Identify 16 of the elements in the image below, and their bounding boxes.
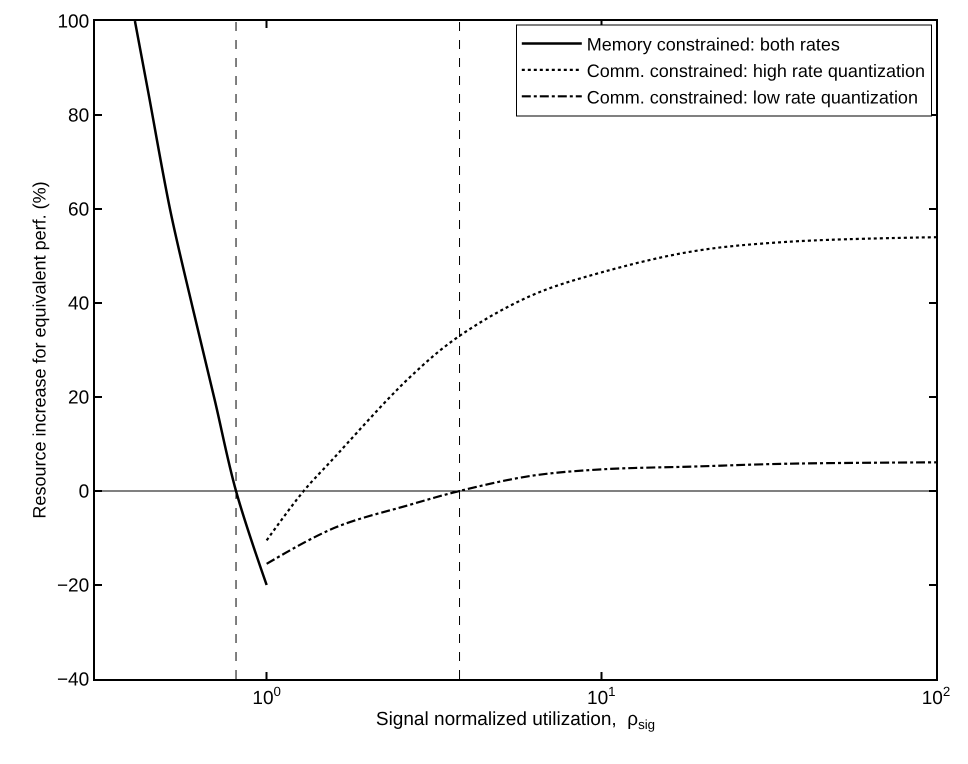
y-tick-label: −40 <box>56 670 90 691</box>
legend-label: Comm. constrained: low rate quantization <box>586 87 918 108</box>
y-tick-label: 20 <box>68 388 90 409</box>
legend-label: Memory constrained: both rates <box>586 34 840 55</box>
y-axis-title: Resource increase for equivalent perf. (%) <box>30 181 50 519</box>
y-tick-label: 100 <box>57 12 90 33</box>
y-tick-label: 40 <box>68 294 90 315</box>
x-tick-label: 10$^{0}$ <box>252 684 281 709</box>
y-tick-label: −20 <box>56 576 90 597</box>
y-tick-label: 80 <box>68 106 90 127</box>
legend-label: Comm. constrained: high rate quantization <box>586 60 925 81</box>
x-tick-label: 10$^{1}$ <box>587 684 616 709</box>
y-tick-label: 0 <box>78 482 90 503</box>
x-axis-title: Signal normalized utilization, ρ$_{sig}$ <box>376 709 656 732</box>
y-tick-label: 60 <box>68 200 90 221</box>
x-tick-label: 10$^{2}$ <box>922 684 950 709</box>
